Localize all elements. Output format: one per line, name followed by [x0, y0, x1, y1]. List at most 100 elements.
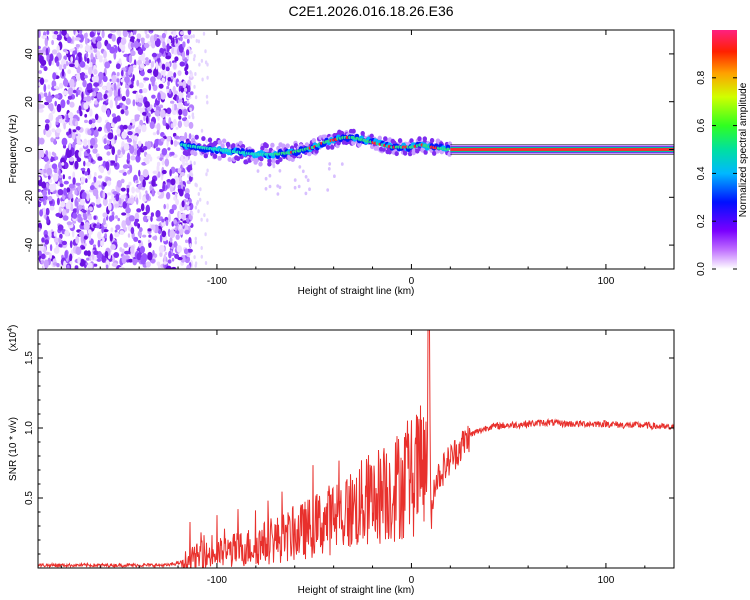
noise-blob [109, 78, 112, 82]
noise-blob [142, 215, 148, 223]
signal-halo [311, 138, 317, 144]
noise-blob [113, 88, 118, 98]
noise-blob [188, 133, 192, 140]
noise-blob [102, 191, 106, 200]
noise-blob [121, 131, 127, 139]
noise-blob [40, 59, 47, 66]
noise-blob [105, 264, 109, 269]
noise-blob [199, 197, 202, 202]
noise-blob [186, 49, 190, 57]
noise-blob [96, 258, 102, 262]
noise-blob [111, 160, 116, 164]
noise-blob [47, 195, 53, 202]
spectrogram-ytick-label: 40 [24, 48, 35, 60]
noise-blob [114, 135, 118, 141]
noise-blob [88, 233, 92, 241]
noise-blob [51, 151, 55, 156]
noise-blob [39, 77, 45, 85]
noise-blob [182, 41, 186, 48]
noise-blob [79, 43, 83, 49]
noise-blob [114, 229, 118, 233]
snr-line [38, 330, 674, 568]
noise-blob [153, 33, 157, 42]
noise-blob [186, 55, 189, 60]
noise-blob [110, 138, 115, 147]
noise-blob [76, 65, 81, 74]
noise-blob [93, 175, 97, 183]
noise-blob [64, 229, 70, 237]
noise-blob [66, 113, 69, 123]
noise-blob [102, 182, 107, 187]
noise-blob [115, 97, 118, 107]
noise-blob [139, 149, 145, 153]
signal-halo [272, 162, 275, 166]
signal-halo [297, 184, 301, 189]
noise-blob [51, 39, 54, 46]
noise-blob [100, 240, 105, 247]
noise-blob [76, 207, 80, 215]
noise-blob [126, 152, 131, 161]
noise-blob [145, 204, 150, 214]
noise-blob [66, 221, 73, 226]
noise-blob [70, 56, 74, 63]
noise-blob [161, 230, 167, 238]
noise-blob [149, 258, 156, 264]
noise-blob [61, 210, 66, 216]
signal-halo [293, 185, 297, 190]
noise-blob [51, 163, 58, 170]
noise-blob [163, 261, 168, 265]
noise-blob [199, 187, 202, 192]
noise-blob [121, 212, 127, 216]
noise-blob [69, 253, 73, 262]
noise-blob [89, 61, 93, 68]
noise-blob [52, 34, 58, 40]
noise-blob [38, 188, 42, 193]
noise-blob [130, 155, 136, 161]
noise-blob [46, 54, 50, 62]
noise-blob [62, 78, 69, 87]
noise-blob [171, 266, 177, 269]
noise-blob [75, 126, 81, 131]
noise-blob [152, 84, 158, 92]
noise-blob [53, 85, 59, 89]
noise-blob [39, 209, 43, 217]
noise-region [38, 30, 209, 269]
noise-blob [58, 206, 62, 214]
noise-blob [175, 198, 180, 206]
signal-halo [268, 184, 272, 189]
noise-blob [124, 250, 130, 255]
noise-blob [66, 99, 70, 105]
signal-halo [339, 130, 344, 136]
noise-blob [127, 197, 131, 204]
noise-blob [65, 50, 69, 54]
noise-blob [103, 144, 110, 150]
snr-multiplier: (x104) [7, 325, 19, 352]
noise-blob [152, 132, 157, 136]
noise-blob [60, 99, 66, 109]
noise-blob [161, 148, 168, 156]
spectrogram-ytick-label: 0 [24, 146, 35, 152]
noise-blob [129, 84, 134, 89]
noise-blob [113, 252, 120, 258]
noise-blob [79, 198, 85, 206]
noise-blob [91, 118, 96, 124]
noise-blob [103, 50, 107, 59]
noise-blob [43, 168, 47, 174]
noise-blob [162, 69, 166, 78]
noise-blob [81, 91, 84, 101]
noise-blob [120, 79, 125, 83]
noise-blob [45, 128, 52, 138]
signal-halo [264, 187, 268, 191]
noise-blob [166, 136, 172, 142]
noise-blob [92, 148, 98, 154]
noise-blob [64, 161, 68, 169]
noise-blob [167, 147, 171, 151]
flat-line-core [450, 148, 674, 151]
noise-blob [124, 109, 129, 116]
noise-blob [169, 229, 176, 239]
noise-blob [65, 202, 71, 210]
noise-blob [140, 37, 145, 42]
noise-blob [187, 173, 190, 178]
noise-blob [109, 46, 116, 54]
noise-blob [167, 259, 172, 264]
